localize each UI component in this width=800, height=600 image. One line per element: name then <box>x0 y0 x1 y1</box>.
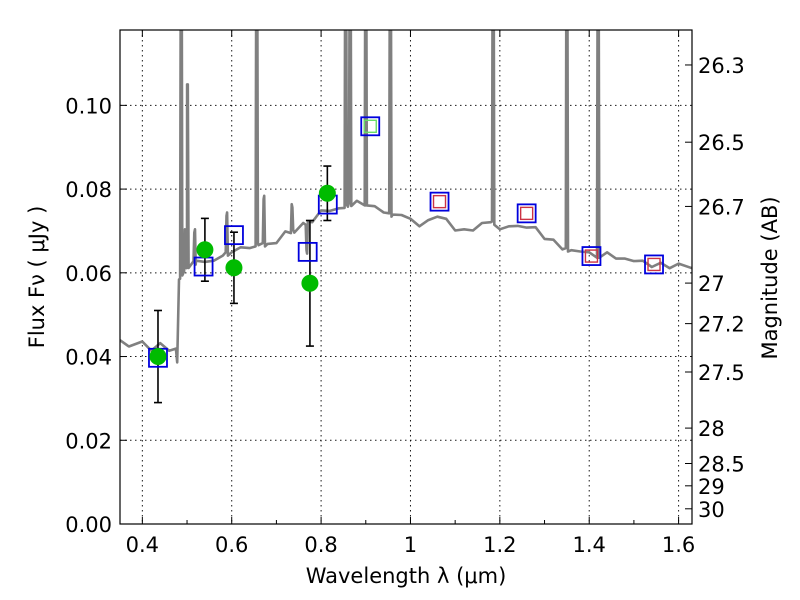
x-tick-label: 0.6 <box>215 533 248 557</box>
x-axis-label: Wavelength λ (μm) <box>306 564 507 588</box>
x-tick-label: 1.6 <box>662 533 695 557</box>
y-axis-label: Flux Fν ( μJy ) <box>25 206 49 349</box>
observed-point-layer <box>149 184 336 366</box>
y-tick-label: 0.08 <box>65 178 112 202</box>
model-photometry-box <box>224 225 244 246</box>
x-tick-label: 1 <box>404 533 417 557</box>
y2-tick-label: 29 <box>698 475 725 499</box>
spectrum-line <box>120 30 692 364</box>
model-photometry-box <box>581 246 602 266</box>
observed-point <box>196 241 214 259</box>
observed-point <box>225 259 243 277</box>
plot-frame <box>119 29 693 525</box>
y2-axis-label: Magnitude (AB) <box>758 196 782 359</box>
model-inner-box <box>584 249 599 263</box>
x-tick-label: 0.8 <box>304 533 337 557</box>
spectrum-layer <box>120 30 692 364</box>
observed-point <box>318 184 336 202</box>
model-photometry-box <box>429 191 450 212</box>
model-photometry-box <box>297 241 318 262</box>
y-tick-label: 0.06 <box>65 262 112 286</box>
y2-tick-label: 27.2 <box>698 313 745 337</box>
y-tick-label: 0.00 <box>65 513 112 537</box>
model-photometry-box <box>360 116 381 137</box>
model-inner-box <box>432 194 447 209</box>
model-inner-box <box>647 257 661 272</box>
x-tick-label: 0.4 <box>126 533 159 557</box>
model-inner-box <box>363 119 377 133</box>
x-tick-label: 1.4 <box>573 533 606 557</box>
y2-tick-label: 30 <box>698 498 725 522</box>
y2-tick-label: 28.5 <box>698 452 745 476</box>
plot-background <box>120 30 692 524</box>
y2-tick-label: 28 <box>698 417 725 441</box>
observed-point <box>301 274 319 292</box>
y2-tick-label: 27 <box>698 272 725 296</box>
model-photometry-box <box>644 254 664 275</box>
observed-point <box>149 348 167 366</box>
y2-tick-label: 26.5 <box>698 131 745 155</box>
y2-tick-label: 26.3 <box>698 54 745 78</box>
y-tick-label: 0.04 <box>65 346 112 370</box>
y2-tick-label: 26.7 <box>698 195 745 219</box>
y-tick-label: 0.10 <box>65 94 112 118</box>
model-photometry-box <box>516 203 537 224</box>
axis-ticks: 0.4 0.6 0.8 1 1.2 1.4 1.6 0.00 0.02 0.04 0.06 0.08 0… <box>65 30 745 557</box>
y2-tick-label: 27.5 <box>698 361 745 385</box>
x-tick-label: 1.2 <box>483 533 516 557</box>
model-inner-box <box>519 206 534 221</box>
y-tick-label: 0.02 <box>65 429 112 453</box>
